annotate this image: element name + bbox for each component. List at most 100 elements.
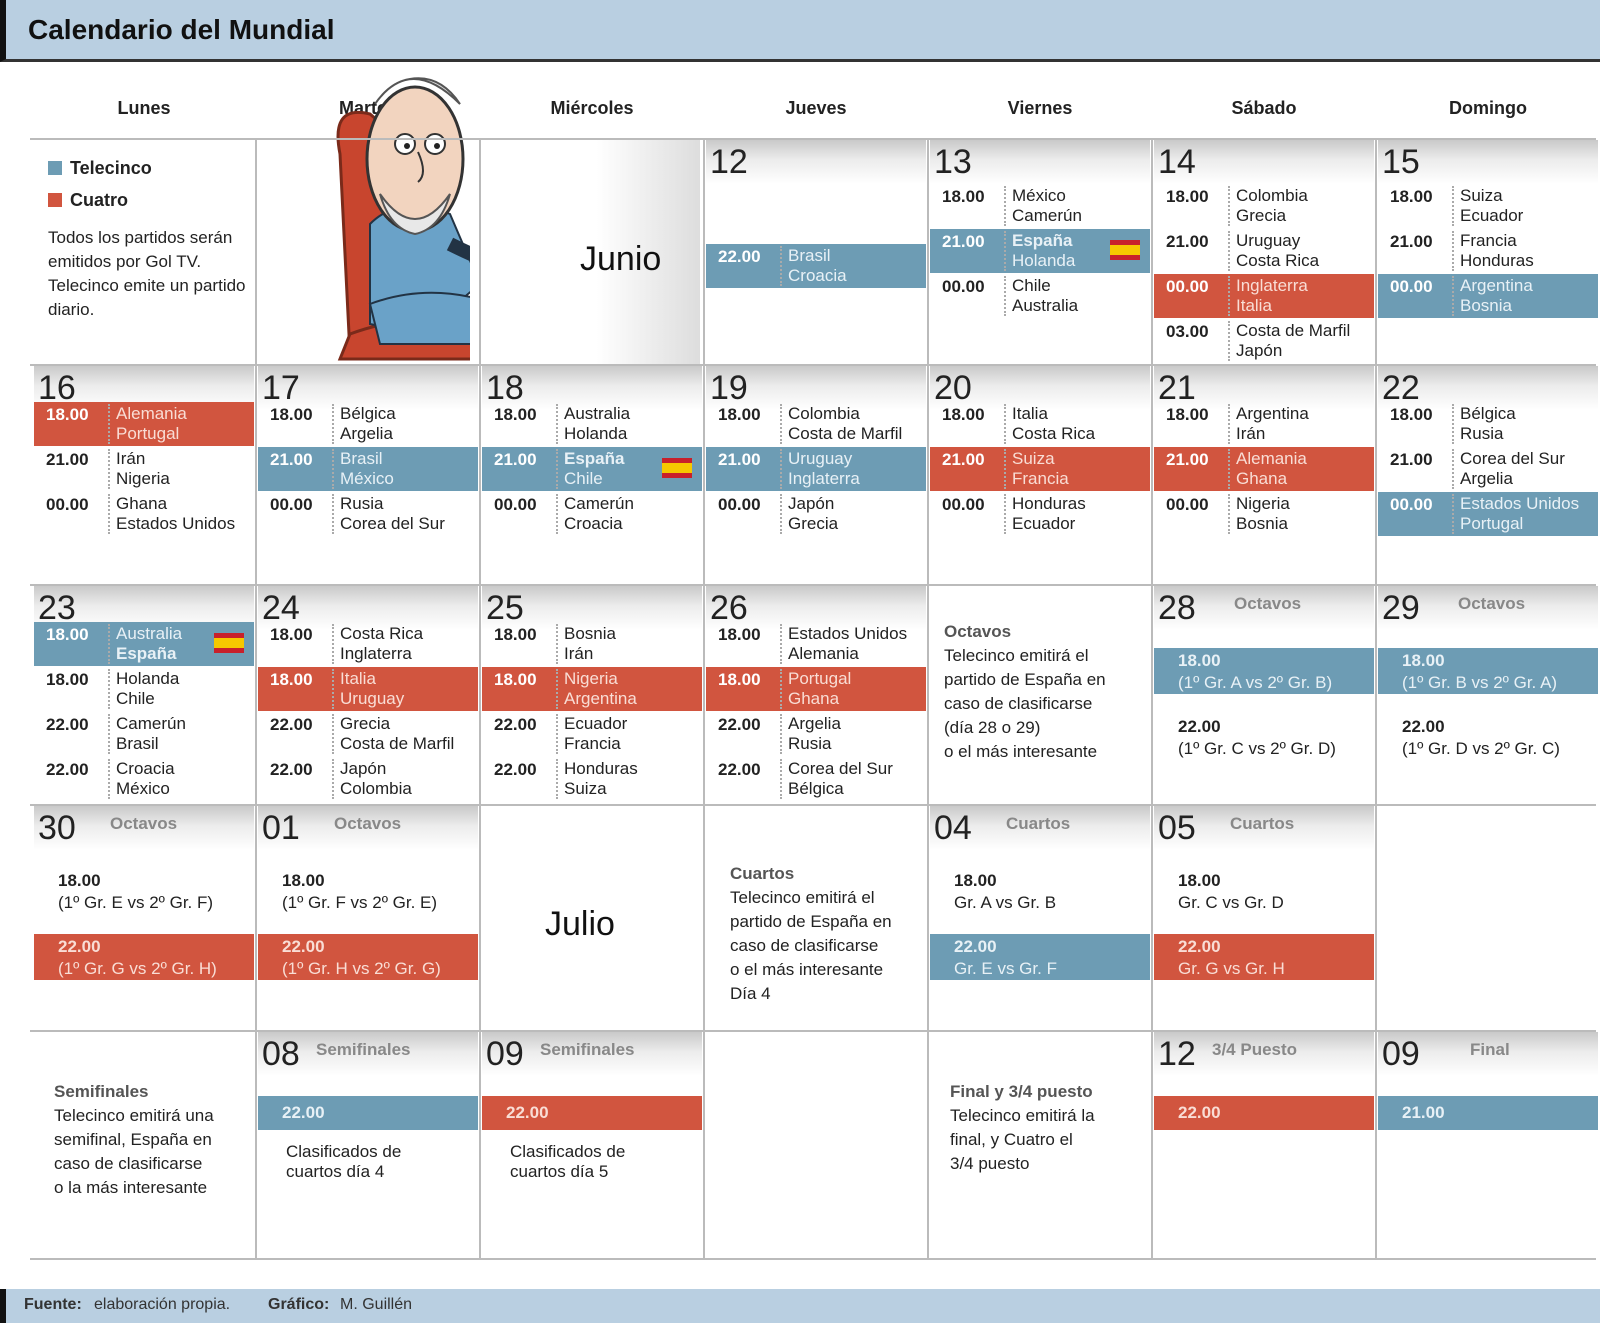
grid-vline xyxy=(255,140,257,1260)
stage-label: Octavos xyxy=(1234,594,1302,613)
day-number: 12 xyxy=(710,143,748,181)
spain-flag-icon xyxy=(662,458,692,478)
note-line: o el más interesante xyxy=(730,960,884,979)
day-number: 30 xyxy=(38,809,76,847)
day-cell-14: 14 18.00 Colombia Grecia 21.00 Uruguay Costa R… xyxy=(1154,140,1374,364)
title-bar: Calendario del Mundial xyxy=(0,0,1600,62)
day-header-2: Miércoles xyxy=(550,98,634,118)
match-time: 00.00 xyxy=(494,495,537,514)
match-teams: Suiza Ecuador xyxy=(1452,186,1523,226)
day-number: 12 xyxy=(1158,1035,1196,1073)
team-home: Irán xyxy=(116,449,146,468)
knockout-match: 18.00 Gr. A vs Gr. B xyxy=(930,868,1150,914)
match-teams: Costa de Marfil Japón xyxy=(1228,321,1350,361)
cell-header-shade xyxy=(1378,366,1598,410)
day-number: 21 xyxy=(1158,369,1196,407)
match-row: 00.00 Ghana Estados Unidos xyxy=(34,492,254,536)
match-time: 21.00 xyxy=(942,450,985,469)
note-heading: Octavos xyxy=(944,622,1012,641)
stage-label: Final xyxy=(1470,1040,1510,1059)
match-row: 18.00 Australia España xyxy=(34,622,254,666)
knockout-time: 18.00 xyxy=(58,871,101,890)
match-teams: Argelia Rusia xyxy=(780,714,841,754)
day-cell-01: 01 Octavos 18.00 (1º Gr. F vs 2º Gr. E) 22.0… xyxy=(258,806,478,1026)
day-header-6: Domingo xyxy=(1449,98,1527,118)
team-home: Colombia xyxy=(788,404,860,423)
final-time: 22.00 xyxy=(506,1103,549,1122)
cell-header-shade xyxy=(482,1032,702,1076)
cell-header-shade xyxy=(258,806,478,850)
match-teams: Croacia México xyxy=(108,759,175,799)
spain-flag-icon xyxy=(214,633,244,653)
note-line: Telecinco emitirá una xyxy=(54,1106,214,1125)
match-teams: Estados Unidos Alemania xyxy=(780,624,907,664)
day-number: 25 xyxy=(486,589,524,627)
final-note: Final y 3/4 puesto Telecinco emitirá la fi… xyxy=(950,1080,1150,1176)
cell-header-shade xyxy=(706,140,926,184)
cell-header-shade xyxy=(258,586,478,630)
match-row: 00.00 Argentina Bosnia xyxy=(1378,274,1598,318)
match-time: 18.00 xyxy=(494,670,537,689)
match-row: 22.00 Japón Colombia xyxy=(258,757,478,801)
match-teams: Australia España xyxy=(108,624,182,664)
note-line: caso de clasificarse xyxy=(730,936,879,955)
team-home: Francia xyxy=(1460,231,1517,250)
match-teams: Argentina Irán xyxy=(1228,404,1309,444)
day-number: 18 xyxy=(486,369,524,407)
team-home: Argentina xyxy=(1460,276,1533,295)
note-line: partido de España en xyxy=(944,670,1106,689)
day-cell-12: 12 22.00 Brasil Croacia xyxy=(706,140,926,364)
knockout-time: 22.00 xyxy=(58,937,101,956)
day-number: 09 xyxy=(486,1035,524,1073)
final-match: 22.00 xyxy=(1154,1096,1374,1130)
cell-header-shade xyxy=(930,140,1150,184)
knockout-teams: (1º Gr. H vs 2º Gr. G) xyxy=(282,959,441,978)
match-teams: Alemania Portugal xyxy=(108,404,187,444)
team-away: Bélgica xyxy=(788,779,844,798)
match-row: 21.00 Uruguay Costa Rica xyxy=(1154,229,1374,273)
knockout-time: 18.00 xyxy=(1178,651,1221,670)
cell-header-shade xyxy=(1154,586,1374,630)
match-time: 00.00 xyxy=(1390,495,1433,514)
stage-label: Octavos xyxy=(334,814,402,833)
team-away: Italia xyxy=(1236,296,1272,315)
match-time: 18.00 xyxy=(270,670,313,689)
stage-label: Octavos xyxy=(110,814,178,833)
match-time: 22.00 xyxy=(718,247,761,266)
page-title: Calendario del Mundial xyxy=(28,14,335,45)
knockout-teams: (1º Gr. B vs 2º Gr. A) xyxy=(1402,673,1558,692)
grid-hline xyxy=(30,1030,1596,1032)
match-row: 21.00 España Chile xyxy=(482,447,702,491)
day-cell-19: 19 18.00 Colombia Costa de Marfil 21.00 Urugu… xyxy=(706,366,926,582)
day-cell-20: 20 18.00 Italia Costa Rica 21.00 Suiza Francia… xyxy=(930,366,1150,582)
match-row: 18.00 Italia Costa Rica xyxy=(930,402,1150,446)
match-time: 22.00 xyxy=(718,760,761,779)
match-teams: Inglaterra Italia xyxy=(1228,276,1308,316)
match-row: 18.00 México Camerún xyxy=(930,184,1150,228)
team-away: Croacia xyxy=(564,514,623,533)
team-home: Camerún xyxy=(564,494,634,513)
match-time: 18.00 xyxy=(270,625,313,644)
match-teams: Rusia Corea del Sur xyxy=(332,494,445,534)
grid-vline xyxy=(1375,140,1377,1260)
cell-header-shade xyxy=(1378,586,1598,630)
qualified-line: Clasificados de xyxy=(286,1142,402,1161)
team-home: Holanda xyxy=(116,669,180,688)
team-away: Nigeria xyxy=(116,469,170,488)
match-time: 03.00 xyxy=(1166,322,1209,341)
match-row: 18.00 Bosnia Irán xyxy=(482,622,702,666)
team-home: Uruguay xyxy=(1236,231,1301,250)
team-away: Holanda xyxy=(564,424,628,443)
match-teams: Francia Honduras xyxy=(1452,231,1534,271)
team-home: Honduras xyxy=(1012,494,1086,513)
team-away: Irán xyxy=(1236,424,1266,443)
match-time: 00.00 xyxy=(270,495,313,514)
stage-label: Cuartos xyxy=(1006,814,1071,833)
note-line: 3/4 puesto xyxy=(950,1154,1030,1173)
match-row: 00.00 Chile Australia xyxy=(930,274,1150,318)
match-time: 21.00 xyxy=(1390,232,1433,251)
knockout-time: 22.00 xyxy=(282,937,325,956)
team-home: Bélgica xyxy=(1460,404,1516,423)
team-away: Costa de Marfil xyxy=(788,424,903,443)
match-time: 18.00 xyxy=(1390,187,1433,206)
